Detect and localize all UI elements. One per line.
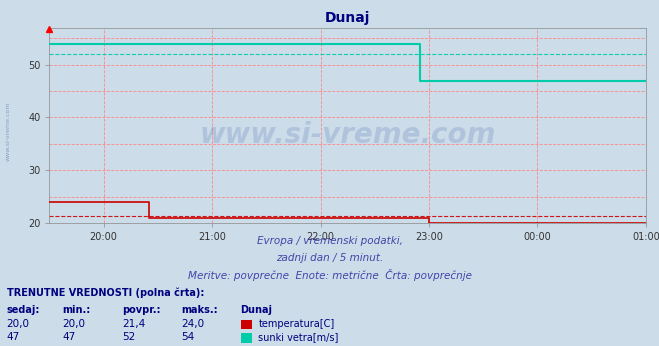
Text: zadnji dan / 5 minut.: zadnji dan / 5 minut. xyxy=(276,253,383,263)
Text: www.si-vreme.com: www.si-vreme.com xyxy=(6,102,11,161)
Text: 47: 47 xyxy=(7,332,20,342)
Text: Dunaj: Dunaj xyxy=(241,305,273,315)
Text: 20,0: 20,0 xyxy=(63,319,86,329)
Text: maks.:: maks.: xyxy=(181,305,218,315)
Text: min.:: min.: xyxy=(63,305,91,315)
Text: sedaj:: sedaj: xyxy=(7,305,40,315)
Text: povpr.:: povpr.: xyxy=(122,305,160,315)
Text: Meritve: povprečne  Enote: metrične  Črta: povprečnje: Meritve: povprečne Enote: metrične Črta:… xyxy=(188,268,471,281)
Text: www.si-vreme.com: www.si-vreme.com xyxy=(200,121,496,149)
Text: 20,0: 20,0 xyxy=(7,319,30,329)
Text: sunki vetra[m/s]: sunki vetra[m/s] xyxy=(258,332,339,342)
Text: 54: 54 xyxy=(181,332,194,342)
Text: 21,4: 21,4 xyxy=(122,319,145,329)
Title: Dunaj: Dunaj xyxy=(325,11,370,25)
Text: Evropa / vremenski podatki,: Evropa / vremenski podatki, xyxy=(256,236,403,246)
Text: TRENUTNE VREDNOSTI (polna črta):: TRENUTNE VREDNOSTI (polna črta): xyxy=(7,287,204,298)
Text: temperatura[C]: temperatura[C] xyxy=(258,319,335,329)
Text: 24,0: 24,0 xyxy=(181,319,204,329)
Text: 47: 47 xyxy=(63,332,76,342)
Text: 52: 52 xyxy=(122,332,135,342)
